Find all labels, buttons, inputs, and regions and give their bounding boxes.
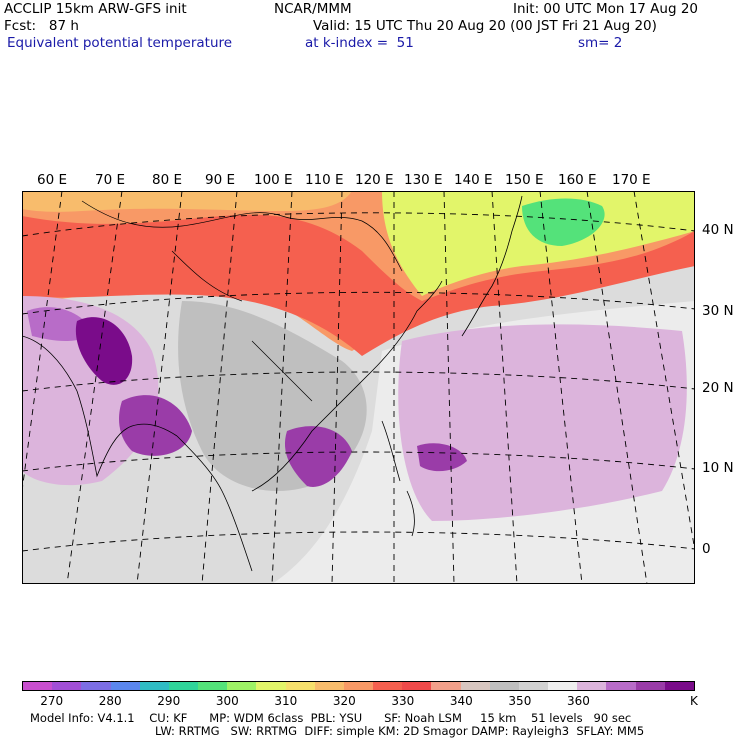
colorbar-swatch bbox=[81, 682, 111, 690]
colorbar-swatch bbox=[664, 682, 694, 690]
field-band-orange-top-left bbox=[22, 191, 352, 212]
colorbar-swatch bbox=[460, 682, 490, 690]
colorbar-tick-label: 330 bbox=[391, 694, 415, 708]
graticule bbox=[22, 191, 695, 584]
footer-line-2: LW: RRTMG SW: RRTMG DIFF: simple KM: 2D … bbox=[155, 724, 645, 738]
colorbar-tick-label: 270 bbox=[40, 694, 64, 708]
coastline-philippines bbox=[381, 420, 415, 537]
lon-label: 120 E bbox=[355, 172, 394, 188]
lon-label: 140 E bbox=[454, 172, 493, 188]
lat-label: 10 N bbox=[702, 460, 734, 476]
colorbar-swatch bbox=[402, 682, 432, 690]
colorbar-swatch bbox=[256, 682, 286, 690]
lat-label: 30 N bbox=[702, 303, 734, 319]
level-info: at k-index = 51 bbox=[305, 35, 414, 51]
lat-label: 40 N bbox=[702, 222, 734, 238]
colorbar-tick-label: 340 bbox=[449, 694, 473, 708]
colorbar-unit: K bbox=[690, 694, 698, 708]
footer-line-1: Model Info: V4.1.1 CU: KF MP: WDM 6class… bbox=[30, 711, 632, 725]
colorbar-swatch bbox=[227, 682, 257, 690]
country-borders bbox=[81, 200, 403, 402]
colorbar-swatch bbox=[606, 682, 636, 690]
valid-time: Valid: 15 UTC Thu 20 Aug 20 (00 JST Fri … bbox=[313, 18, 657, 34]
lon-label: 100 E bbox=[254, 172, 293, 188]
coastline-india bbox=[22, 335, 178, 478]
colorbar-swatch bbox=[52, 682, 82, 690]
colorbar-tick-label: 310 bbox=[274, 694, 298, 708]
colorbar-swatch bbox=[139, 682, 169, 690]
field-band-green bbox=[522, 198, 605, 246]
colorbar-tick-label: 320 bbox=[332, 694, 356, 708]
lat-label: 0 bbox=[702, 541, 711, 557]
colorbar-swatch bbox=[314, 682, 344, 690]
colorbar bbox=[22, 681, 695, 691]
colorbar-swatch bbox=[489, 682, 519, 690]
field-purple-pale-ocean bbox=[398, 324, 687, 521]
colorbar-tick-label: 300 bbox=[215, 694, 239, 708]
colorbar-tick-label: 280 bbox=[98, 694, 122, 708]
coastline-se-asia bbox=[176, 280, 443, 572]
colorbar-swatch bbox=[23, 682, 53, 690]
smoothing-info: sm= 2 bbox=[578, 35, 623, 51]
colorbar-tick-label: 360 bbox=[566, 694, 590, 708]
colorbar-swatch bbox=[110, 682, 140, 690]
colorbar-swatch bbox=[431, 682, 461, 690]
colorbar-tick-label: 350 bbox=[508, 694, 532, 708]
colorbar-swatch bbox=[285, 682, 315, 690]
field-purple-mid-4 bbox=[27, 307, 92, 341]
lon-label: 170 E bbox=[612, 172, 651, 188]
colorbar-swatch bbox=[635, 682, 665, 690]
colorbar-swatch bbox=[373, 682, 403, 690]
colorbar-swatch bbox=[577, 682, 607, 690]
colorbar-swatch bbox=[343, 682, 374, 690]
colorbar-swatch bbox=[518, 682, 549, 690]
colorbar-swatch bbox=[198, 682, 228, 690]
model-title: ACCLIP 15km ARW-GFS init bbox=[4, 1, 187, 17]
init-time: Init: 00 UTC Mon 17 Aug 20 bbox=[513, 1, 698, 17]
coastline-japan bbox=[461, 195, 523, 337]
field-name: Equivalent potential temperature bbox=[7, 35, 233, 51]
field-purple-mid-3 bbox=[417, 443, 467, 472]
lon-label: 90 E bbox=[205, 172, 235, 188]
field-band-yellow bbox=[382, 191, 695, 296]
colorbar-tick-label: 290 bbox=[157, 694, 181, 708]
forecast-hour: Fcst: 87 h bbox=[4, 18, 79, 34]
lon-label: 110 E bbox=[305, 172, 344, 188]
field-purple-dark bbox=[75, 317, 133, 385]
lon-label: 130 E bbox=[404, 172, 443, 188]
lat-label: 20 N bbox=[702, 380, 734, 396]
lon-label: 70 E bbox=[95, 172, 125, 188]
lon-label: 80 E bbox=[152, 172, 182, 188]
lon-label: 60 E bbox=[37, 172, 67, 188]
center-title: NCAR/MMM bbox=[274, 1, 352, 17]
map-panel bbox=[22, 191, 695, 584]
field-band-red bbox=[22, 214, 695, 356]
colorbar-swatch bbox=[548, 682, 578, 690]
lon-label: 150 E bbox=[505, 172, 544, 188]
lon-label: 160 E bbox=[558, 172, 597, 188]
colorbar-swatch bbox=[168, 682, 199, 690]
